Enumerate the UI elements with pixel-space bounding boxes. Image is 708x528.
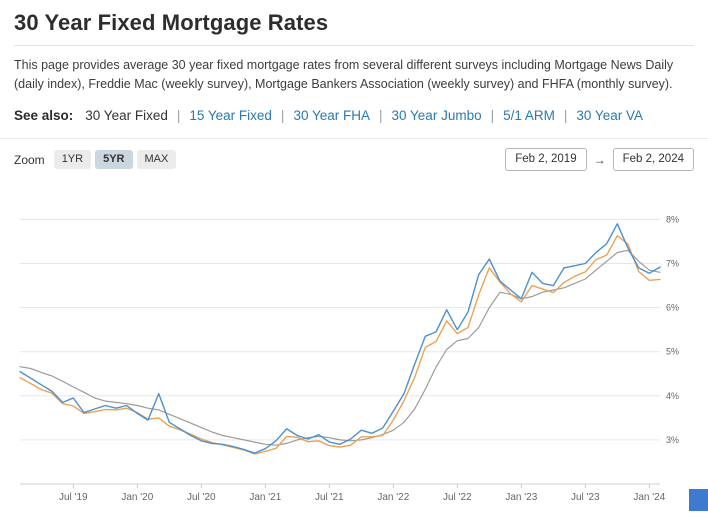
zoom-max-button[interactable]: MAX [136, 150, 177, 170]
title-divider [14, 45, 694, 46]
x-axis-label: Jan '24 [633, 492, 665, 503]
series-line-fhfa [19, 249, 661, 446]
x-axis-label: Jul '23 [571, 492, 600, 503]
link-30-year-jumbo[interactable]: 30 Year Jumbo [391, 107, 482, 123]
x-axis-label: Jul '22 [443, 492, 472, 503]
see-also-label: See also: [14, 107, 74, 123]
x-axis-label: Jan '22 [377, 492, 409, 503]
series-line-mortgage-news-daily [19, 222, 661, 454]
link-5-1-arm[interactable]: 5/1 ARM [503, 107, 555, 123]
x-axis-label: Jul '21 [315, 492, 344, 503]
zoom-label: Zoom [14, 152, 45, 167]
link-30-year-va[interactable]: 30 Year VA [576, 107, 643, 123]
x-axis-label: Jan '23 [505, 492, 537, 503]
link-separator: | [176, 107, 181, 123]
page-description: This page provides average 30 year fixed… [14, 58, 674, 92]
x-axis-label: Jan '21 [249, 492, 281, 503]
link-30-year-fha[interactable]: 30 Year FHA [293, 107, 370, 123]
link-separator: | [280, 107, 285, 123]
scrollbar-corner-button[interactable] [689, 488, 708, 511]
chart-toolbar: Zoom 1YR 5YR MAX Feb 2, 2019 → Feb 2, 20… [0, 148, 708, 172]
see-also-current-page: 30 Year Fixed [85, 107, 168, 123]
x-axis-label: Jul '19 [59, 492, 88, 503]
date-range-arrow-icon: → [593, 152, 606, 167]
y-axis-label: 7% [666, 258, 679, 268]
see-also-nav: See also: 30 Year Fixed | 15 Year Fixed … [14, 108, 694, 123]
chart-area: 3% 4% 5% 6% 7% 8% Jul '19 Jan '20 Jul '20 Jan '21… [0, 176, 708, 511]
page-title: 30 Year Fixed Mortgage Rates [14, 10, 329, 35]
rate-chart-widget: Zoom 1YR 5YR MAX Feb 2, 2019 → Feb 2, 20… [0, 137, 708, 511]
zoom-5yr-button[interactable]: 5YR [95, 150, 133, 170]
link-separator: | [379, 107, 383, 123]
link-separator: | [490, 107, 495, 123]
page-header: 30 Year Fixed Mortgage Rates This page p… [0, 0, 708, 123]
rate-chart[interactable]: 3% 4% 5% 6% 7% 8% Jul '19 Jan '20 Jul '20 Jan '21… [0, 176, 708, 506]
y-axis-label: 3% [666, 435, 679, 445]
link-15-year-fixed[interactable]: 15 Year Fixed [189, 107, 272, 123]
link-separator: | [563, 107, 568, 123]
y-axis-label: 5% [666, 346, 679, 356]
y-axis-label: 6% [666, 302, 679, 312]
y-axis-label: 4% [666, 391, 679, 401]
y-axis-label: 8% [666, 214, 679, 224]
series-line-freddie-mac [19, 234, 661, 455]
x-axis-label: Jan '20 [121, 492, 153, 503]
x-axis-label: Jul '20 [187, 492, 216, 503]
date-to-input[interactable]: Feb 2, 2024 [612, 148, 694, 172]
date-from-input[interactable]: Feb 2, 2019 [505, 148, 587, 172]
zoom-1yr-button[interactable]: 1YR [53, 150, 92, 170]
